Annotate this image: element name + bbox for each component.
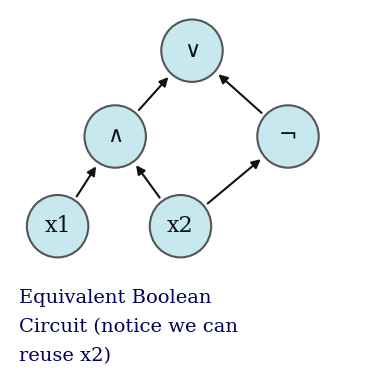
Text: ¬: ¬ — [279, 126, 297, 147]
Circle shape — [27, 195, 88, 257]
Text: x1: x1 — [44, 215, 71, 237]
Text: Equivalent Boolean: Equivalent Boolean — [19, 289, 212, 307]
Text: reuse x2): reuse x2) — [19, 347, 111, 365]
Text: x2: x2 — [167, 215, 194, 237]
Text: ∨: ∨ — [184, 40, 200, 62]
Text: Circuit (notice we can: Circuit (notice we can — [19, 318, 238, 336]
Circle shape — [150, 195, 211, 257]
Circle shape — [84, 105, 146, 168]
Circle shape — [161, 20, 223, 82]
Circle shape — [257, 105, 319, 168]
Text: ∧: ∧ — [107, 126, 123, 147]
